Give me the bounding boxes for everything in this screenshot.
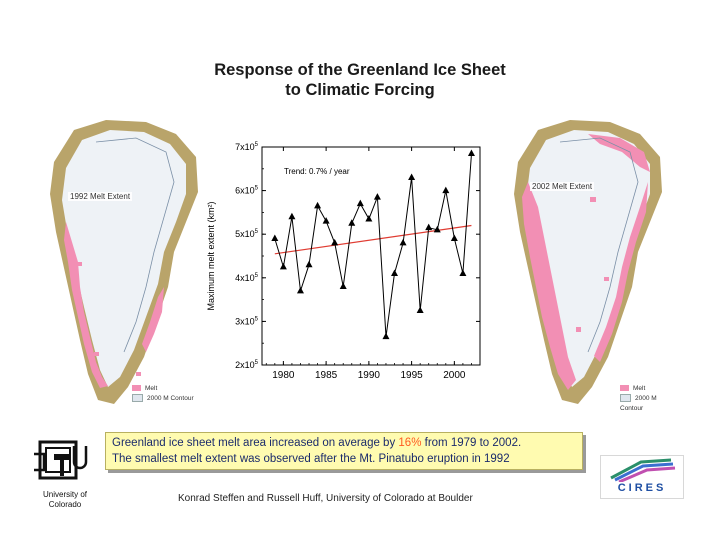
data-point — [271, 234, 279, 242]
data-point — [331, 238, 339, 246]
data-point — [382, 332, 390, 340]
data-point — [348, 219, 356, 226]
data-point — [408, 173, 416, 181]
page-title: Response of the Greenland Ice Sheet to C… — [170, 60, 550, 100]
legend-item-melt: Melt — [620, 384, 670, 394]
caption-line-1: Greenland ice sheet melt area increased … — [112, 435, 576, 451]
y-tick-label: 4x105 — [235, 273, 259, 283]
cu-wordmark: University of Colorado — [30, 490, 100, 510]
data-point — [450, 234, 458, 242]
data-point — [433, 225, 441, 233]
caption-text-a: Greenland ice sheet melt area increased … — [112, 437, 399, 449]
contour-swatch — [132, 394, 143, 403]
caption-text-c: from 1979 to 2002. — [421, 437, 522, 449]
melt-extent-chart: 2x105 3x105 4x105 5x105 6x105 7x105 1980 1985 19… — [200, 135, 500, 390]
x-tick-label: 1980 — [272, 370, 295, 381]
greenland-map-1992-graphic — [50, 120, 198, 404]
data-point — [322, 217, 330, 224]
author-credit: Konrad Steffen and Russell Huff, Univers… — [178, 493, 473, 504]
melt-extent-label-2002: 2002 Melt Extent — [530, 182, 595, 191]
data-point — [314, 201, 322, 209]
map-legend-right: Melt 2000 M Contour — [620, 384, 670, 414]
melt-extent-chart-svg: 2x105 3x105 4x105 5x105 6x105 7x105 1980 1985 19… — [206, 142, 481, 381]
y-tick-label: 5x105 — [235, 229, 259, 239]
y-axis-label: Maximum melt extent (km²) — [206, 201, 216, 310]
legend-item-contour: 2000 M Contour — [620, 394, 670, 414]
title-line-2: to Climatic Forcing — [285, 81, 435, 99]
legend-contour-label: 2000 M Contour — [620, 395, 657, 412]
caption-percent: 16% — [398, 437, 422, 449]
cu-logo: University of Colorado — [30, 440, 100, 510]
x-tick-label: 2000 — [443, 370, 466, 381]
data-point — [365, 214, 373, 222]
legend-item-contour: 2000 M Contour — [132, 394, 194, 404]
data-point — [305, 260, 313, 268]
melt-swatch — [132, 385, 141, 392]
data-point — [288, 212, 296, 220]
y-tick-label: 6x105 — [235, 186, 259, 196]
cu-emblem-icon — [34, 440, 88, 480]
y-tick-label: 2x105 — [235, 360, 259, 370]
greenland-map-1992: 1992 Melt Extent Melt 2000 M Contour — [36, 112, 206, 412]
trend-line — [274, 224, 472, 255]
map-legend-left: Melt 2000 M Contour — [132, 384, 194, 404]
legend-item-melt: Melt — [132, 384, 194, 394]
data-point — [356, 199, 364, 207]
melt-swatch — [620, 385, 629, 392]
data-point — [296, 286, 304, 294]
x-tick-label: 1995 — [400, 370, 423, 381]
legend-melt-label: Melt — [633, 385, 646, 392]
data-point — [416, 306, 424, 313]
contour-swatch — [620, 394, 631, 403]
data-point — [442, 186, 450, 194]
caption-box: Greenland ice sheet melt area increased … — [105, 432, 583, 470]
y-tick-label: 3x105 — [235, 316, 259, 326]
greenland-map-2002: 2002 Melt Extent Melt 2000 M Contour — [500, 112, 670, 412]
cires-swoosh-icon — [610, 458, 676, 482]
data-point — [339, 282, 347, 290]
data-point — [279, 262, 287, 270]
title-line-1: Response of the Greenland Ice Sheet — [214, 61, 506, 79]
data-point — [425, 223, 433, 231]
cires-logo: CIRES — [600, 455, 684, 499]
greenland-map-2002-graphic — [514, 120, 662, 404]
cu-line-1: University of — [42, 490, 87, 499]
melt-extent-label-1992: 1992 Melt Extent — [68, 192, 133, 201]
data-point — [391, 269, 399, 276]
cires-wordmark: CIRES — [617, 482, 667, 494]
data-point — [459, 269, 467, 276]
plot-frame — [261, 146, 481, 366]
data-point — [373, 193, 381, 200]
y-tick-label: 7x105 — [235, 142, 259, 152]
legend-melt-label: Melt — [145, 385, 158, 392]
x-tick-label: 1990 — [358, 370, 381, 381]
caption-line-2: The smallest melt extent was observed af… — [112, 453, 510, 465]
data-point — [467, 149, 475, 157]
data-point — [399, 238, 407, 246]
trend-annotation: Trend: 0.7% / year — [284, 167, 350, 176]
cu-line-2: Colorado — [48, 500, 82, 509]
legend-contour-label: 2000 M Contour — [147, 395, 194, 402]
series-line — [274, 153, 472, 337]
x-tick-label: 1985 — [315, 370, 338, 381]
